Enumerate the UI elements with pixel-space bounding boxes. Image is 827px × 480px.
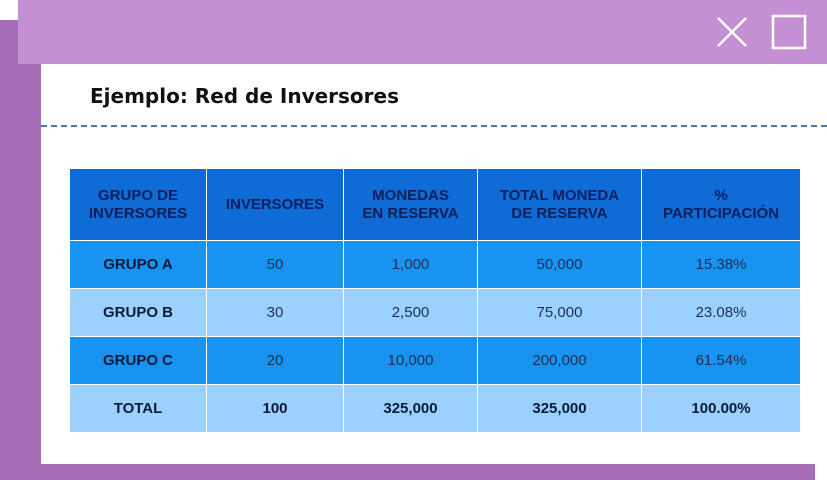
cell-participation: 100.00% [641,384,801,433]
col-header-line: PARTICIPACIÓN [662,204,780,222]
close-button[interactable] [714,14,750,50]
col-header-line: TOTAL MONEDA [499,186,620,204]
cell-group: GRUPO C [69,336,207,385]
col-header-line: INVERSORES [225,195,325,213]
col-header-monedas: MONEDAS EN RESERVA [343,168,478,241]
col-header-line: EN RESERVA [362,204,459,222]
table-row: GRUPO C 20 10,000 200,000 61.54% [69,336,801,385]
cell-total-coins: 75,000 [477,288,642,337]
cell-coins: 2,500 [343,288,478,337]
col-header-total-moneda: TOTAL MONEDA DE RESERVA [477,168,642,241]
cell-investors: 20 [206,336,344,385]
cell-investors: 30 [206,288,344,337]
cell-participation: 15.38% [641,240,801,289]
col-header-participacion: % PARTICIPACIÓN [641,168,801,241]
investors-table: GRUPO DE INVERSORES INVERSORES MONEDAS E… [69,168,801,433]
title-divider [41,125,827,127]
col-header-grupo: GRUPO DE INVERSORES [69,168,207,241]
col-header-line: DE RESERVA [511,204,608,222]
cell-investors: 50 [206,240,344,289]
cell-group: GRUPO B [69,288,207,337]
window-title: Ejemplo: Red de Inversores [90,84,400,108]
col-header-inversores: INVERSORES [206,168,344,241]
col-header-line: MONEDAS [372,186,449,204]
col-header-line: INVERSORES [88,204,188,222]
cell-total-coins: 50,000 [477,240,642,289]
cell-investors: 100 [206,384,344,433]
maximize-button[interactable] [771,14,807,50]
maximize-icon [771,14,807,50]
cell-group: TOTAL [69,384,207,433]
table-row: GRUPO B 30 2,500 75,000 23.08% [69,288,801,337]
table-row-total: TOTAL 100 325,000 325,000 100.00% [69,384,801,433]
title-bar [18,0,827,64]
table-header-row: GRUPO DE INVERSORES INVERSORES MONEDAS E… [69,168,801,241]
cell-group: GRUPO A [69,240,207,289]
col-header-line: % [714,186,728,204]
close-icon [717,17,747,47]
cell-coins: 10,000 [343,336,478,385]
cell-participation: 61.54% [641,336,801,385]
window: Ejemplo: Red de Inversores GRUPO DE INVE… [41,64,827,464]
cell-total-coins: 200,000 [477,336,642,385]
col-header-line: GRUPO DE [97,186,178,204]
cell-coins: 1,000 [343,240,478,289]
cell-total-coins: 325,000 [477,384,642,433]
table-row: GRUPO A 50 1,000 50,000 15.38% [69,240,801,289]
cell-coins: 325,000 [343,384,478,433]
cell-participation: 23.08% [641,288,801,337]
